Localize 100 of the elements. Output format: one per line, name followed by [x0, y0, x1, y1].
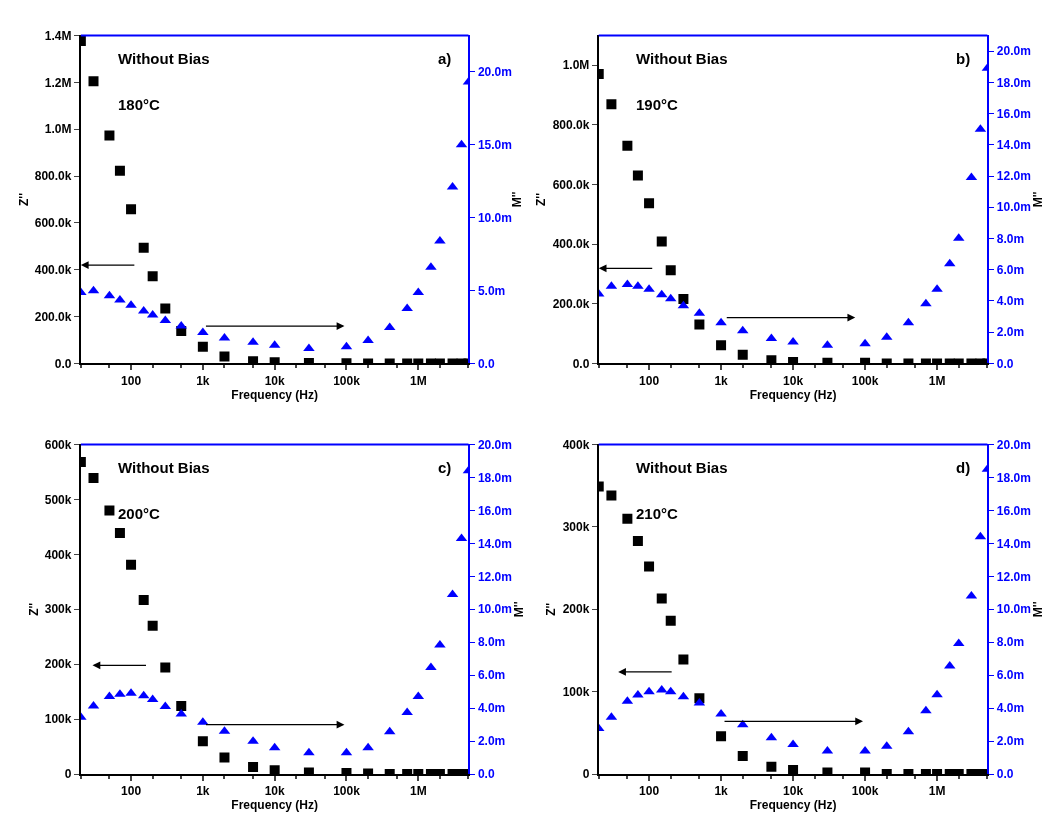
x-tick-label: 100k	[333, 784, 361, 799]
y2-tick-label: 0.0	[477, 767, 495, 782]
y2-tick-label: 16.0m	[996, 503, 1031, 518]
y2-tick-label: 4.0m	[996, 701, 1025, 716]
y-tick-label: 0	[582, 767, 590, 782]
y2-tick-label: 18.0m	[996, 470, 1031, 485]
y2-tick-label: 6.0m	[996, 262, 1025, 277]
y-tick-label: 500k	[44, 492, 72, 507]
y-tick-label: 100k	[44, 712, 72, 727]
annotation: a)	[438, 50, 452, 67]
annotation: Without Bias	[118, 459, 210, 476]
y-axis-title: Z''	[544, 602, 559, 616]
y2-tick-label: 2.0m	[996, 734, 1025, 749]
annotation: 200°C	[118, 505, 161, 522]
y-tick-label: 0	[64, 767, 72, 782]
x-tick-label: 100	[639, 373, 660, 388]
y2-tick-label: 12.0m	[477, 569, 512, 584]
y2-axis-title: M''	[1030, 191, 1045, 208]
y-tick-label: 400.0k	[34, 262, 72, 277]
y-tick-label: 1.0M	[562, 58, 590, 73]
y-tick-label: 400k	[44, 547, 72, 562]
y2-tick-label: 2.0m	[996, 325, 1025, 340]
x-tick-label: 100	[121, 784, 142, 799]
y2-tick-label: 10.0m	[477, 210, 512, 225]
annotation: Without Bias	[636, 459, 728, 476]
x-tick-label: 1M	[928, 784, 946, 799]
y2-tick-label: 16.0m	[996, 106, 1031, 121]
x-tick-label: 10k	[783, 784, 804, 799]
annotation: Without Bias	[636, 50, 728, 67]
y-tick-label: 300k	[562, 520, 590, 535]
x-tick-label: 1M	[928, 373, 946, 388]
y2-tick-label: 6.0m	[996, 668, 1025, 683]
x-tick-label: 10k	[264, 373, 285, 388]
x-tick-label: 1M	[409, 784, 427, 799]
x-axis-title: Frequency (Hz)	[749, 798, 837, 813]
x-tick-label: 10k	[783, 373, 804, 388]
y-tick-label: 600k	[44, 437, 72, 452]
y2-tick-label: 0.0	[477, 356, 495, 371]
y2-tick-label: 18.0m	[996, 75, 1031, 90]
y2-tick-label: 4.0m	[996, 294, 1025, 309]
y2-tick-label: 6.0m	[477, 668, 506, 683]
y-tick-label: 600.0k	[34, 216, 72, 231]
x-tick-label: 1k	[196, 373, 210, 388]
y-tick-label: 100k	[562, 684, 590, 699]
y2-tick-label: 8.0m	[477, 635, 506, 650]
y-tick-label: 300k	[44, 602, 72, 617]
y2-tick-label: 14.0m	[996, 536, 1031, 551]
x-tick-label: 100	[121, 373, 142, 388]
x-tick-label: 100k	[333, 373, 361, 388]
x-tick-label: 10k	[264, 784, 285, 799]
y2-tick-label: 8.0m	[996, 635, 1025, 650]
annotation: Without Bias	[118, 50, 210, 67]
x-axis-title: Frequency (Hz)	[231, 798, 319, 813]
y-tick-label: 1.0M	[44, 122, 72, 137]
y-axis-title: Z''	[16, 192, 31, 206]
y2-tick-label: 8.0m	[996, 231, 1025, 246]
annotation: c)	[438, 459, 452, 476]
y-tick-label: 400.0k	[552, 237, 590, 252]
annotation: 180°C	[118, 96, 161, 113]
y2-tick-label: 10.0m	[996, 200, 1031, 215]
y-axis-title: Z''	[26, 602, 41, 616]
y2-axis-title: M''	[511, 601, 526, 618]
x-tick-label: 1M	[409, 373, 427, 388]
y2-tick-label: 0.0	[996, 767, 1014, 782]
y2-tick-label: 16.0m	[477, 503, 512, 518]
y2-tick-label: 10.0m	[996, 602, 1031, 617]
annotation: 210°C	[636, 505, 679, 522]
y-tick-label: 200.0k	[552, 297, 590, 312]
x-tick-label: 1k	[196, 784, 210, 799]
y2-tick-label: 12.0m	[996, 169, 1031, 184]
x-tick-label: 100	[639, 784, 660, 799]
y2-tick-label: 20.0m	[996, 437, 1031, 452]
y2-tick-label: 5.0m	[477, 283, 506, 298]
y2-axis-title: M''	[510, 191, 525, 208]
x-axis-title: Frequency (Hz)	[231, 387, 319, 402]
y2-tick-label: 14.0m	[996, 137, 1031, 152]
y-tick-label: 0.0	[572, 356, 590, 371]
x-axis-title: Frequency (Hz)	[749, 387, 837, 402]
y-tick-label: 0.0	[54, 356, 72, 371]
y-tick-label: 200k	[562, 602, 590, 617]
annotation: d)	[956, 459, 971, 476]
y2-tick-label: 0.0	[996, 356, 1014, 371]
y2-axis-title: M''	[1030, 601, 1045, 618]
x-tick-label: 1k	[714, 784, 729, 799]
y-tick-label: 1.2M	[44, 75, 72, 90]
y-tick-label: 400k	[562, 437, 590, 452]
y-tick-label: 1.4M	[44, 28, 72, 43]
y-tick-label: 800.0k	[34, 169, 72, 184]
y2-tick-label: 4.0m	[477, 701, 506, 716]
y-tick-label: 200k	[44, 657, 72, 672]
y2-tick-label: 20.0m	[477, 65, 512, 80]
y2-tick-label: 12.0m	[996, 569, 1031, 584]
y-tick-label: 600.0k	[552, 177, 590, 192]
x-tick-label: 1k	[714, 373, 729, 388]
y-tick-label: 200.0k	[34, 309, 72, 324]
y-axis-title: Z''	[534, 192, 549, 206]
x-tick-label: 100k	[851, 373, 879, 388]
y2-tick-label: 2.0m	[477, 734, 506, 749]
y2-tick-label: 14.0m	[477, 536, 512, 551]
annotation: 190°C	[636, 96, 679, 113]
